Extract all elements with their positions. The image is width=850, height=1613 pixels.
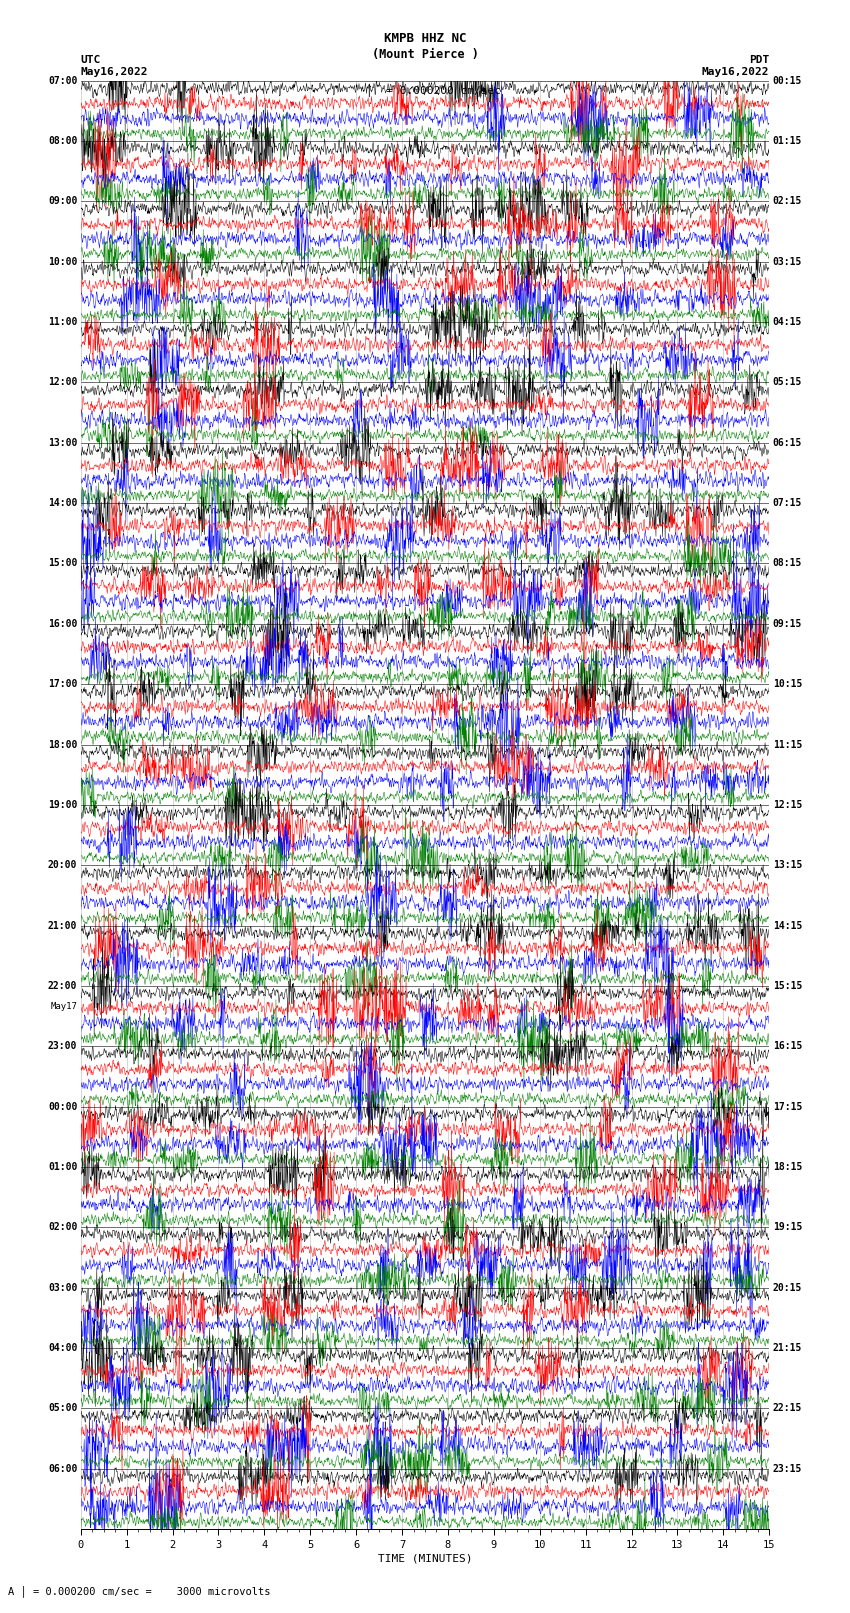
- Text: 17:15: 17:15: [773, 1102, 802, 1111]
- Text: 07:00: 07:00: [48, 76, 77, 85]
- Text: 06:15: 06:15: [773, 437, 802, 448]
- Text: 06:00: 06:00: [48, 1463, 77, 1474]
- Text: 11:15: 11:15: [773, 739, 802, 750]
- Text: 12:15: 12:15: [773, 800, 802, 810]
- Text: 22:15: 22:15: [773, 1403, 802, 1413]
- Text: UTC: UTC: [81, 55, 101, 65]
- Text: 08:00: 08:00: [48, 135, 77, 147]
- Text: May17: May17: [50, 1002, 77, 1011]
- Text: 19:00: 19:00: [48, 800, 77, 810]
- Text: 16:00: 16:00: [48, 619, 77, 629]
- Text: 18:00: 18:00: [48, 739, 77, 750]
- Text: May16,2022: May16,2022: [702, 68, 769, 77]
- Text: 02:15: 02:15: [773, 197, 802, 206]
- Text: 03:15: 03:15: [773, 256, 802, 266]
- Text: 12:00: 12:00: [48, 377, 77, 387]
- Text: 14:00: 14:00: [48, 498, 77, 508]
- Text: 15:00: 15:00: [48, 558, 77, 568]
- Text: 21:00: 21:00: [48, 921, 77, 931]
- Text: A │ = 0.000200 cm/sec =    3000 microvolts: A │ = 0.000200 cm/sec = 3000 microvolts: [8, 1586, 271, 1597]
- Text: 00:15: 00:15: [773, 76, 802, 85]
- Text: 03:00: 03:00: [48, 1282, 77, 1292]
- Text: 23:00: 23:00: [48, 1042, 77, 1052]
- Text: 13:15: 13:15: [773, 860, 802, 871]
- Text: (Mount Pierce ): (Mount Pierce ): [371, 48, 479, 61]
- Text: │  = 0.000200 cm/sec: │ = 0.000200 cm/sec: [366, 84, 501, 97]
- Text: 05:00: 05:00: [48, 1403, 77, 1413]
- Text: 23:15: 23:15: [773, 1463, 802, 1474]
- Text: 09:15: 09:15: [773, 619, 802, 629]
- Text: PDT: PDT: [749, 55, 769, 65]
- Text: 13:00: 13:00: [48, 437, 77, 448]
- Text: May16,2022: May16,2022: [81, 68, 148, 77]
- Text: 21:15: 21:15: [773, 1344, 802, 1353]
- X-axis label: TIME (MINUTES): TIME (MINUTES): [377, 1553, 473, 1563]
- Text: 00:00: 00:00: [48, 1102, 77, 1111]
- Text: 08:15: 08:15: [773, 558, 802, 568]
- Text: 04:15: 04:15: [773, 318, 802, 327]
- Text: 01:00: 01:00: [48, 1161, 77, 1173]
- Text: 01:15: 01:15: [773, 135, 802, 147]
- Text: 14:15: 14:15: [773, 921, 802, 931]
- Text: 20:15: 20:15: [773, 1282, 802, 1292]
- Text: 09:00: 09:00: [48, 197, 77, 206]
- Text: 05:15: 05:15: [773, 377, 802, 387]
- Text: 07:15: 07:15: [773, 498, 802, 508]
- Text: 02:00: 02:00: [48, 1223, 77, 1232]
- Text: 16:15: 16:15: [773, 1042, 802, 1052]
- Text: KMPB HHZ NC: KMPB HHZ NC: [383, 32, 467, 45]
- Text: 10:00: 10:00: [48, 256, 77, 266]
- Text: 22:00: 22:00: [48, 981, 77, 990]
- Text: 17:00: 17:00: [48, 679, 77, 689]
- Text: 10:15: 10:15: [773, 679, 802, 689]
- Text: 15:15: 15:15: [773, 981, 802, 990]
- Text: 11:00: 11:00: [48, 318, 77, 327]
- Text: 18:15: 18:15: [773, 1161, 802, 1173]
- Text: 20:00: 20:00: [48, 860, 77, 871]
- Text: 04:00: 04:00: [48, 1344, 77, 1353]
- Text: 19:15: 19:15: [773, 1223, 802, 1232]
